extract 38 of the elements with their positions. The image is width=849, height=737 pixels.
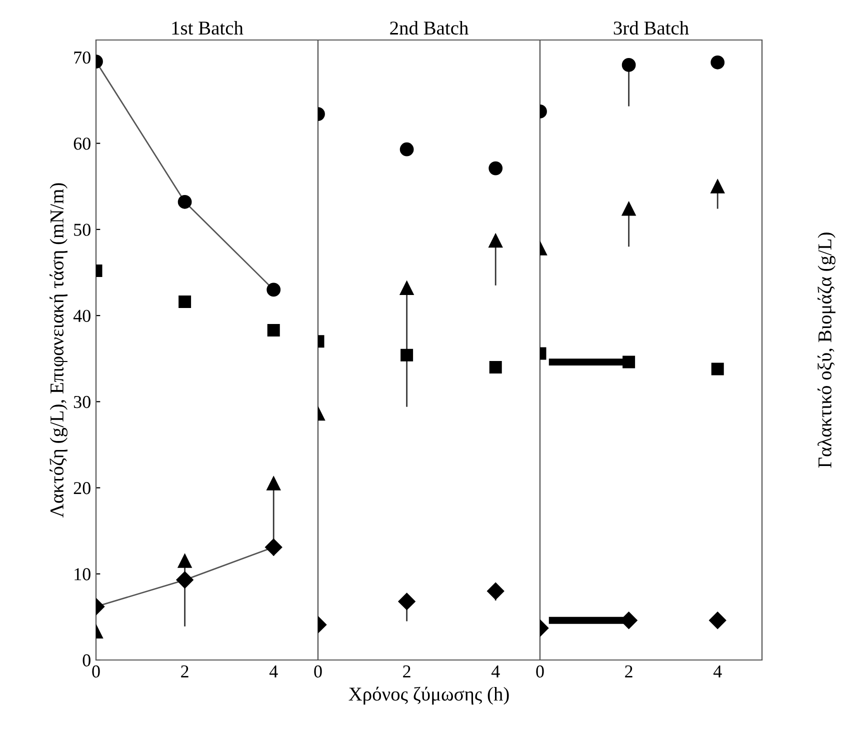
x-tick-label: 0	[92, 665, 100, 678]
point	[710, 55, 725, 70]
y-tick-label: 10	[74, 568, 90, 580]
y-axis-title: Λακτόζη (g/L), Επιφανειακή τάση (mN/m)	[50, 183, 68, 518]
x-tick-label: 0	[536, 665, 544, 678]
point	[488, 161, 503, 176]
point	[178, 296, 192, 308]
x-tick-label: 2	[403, 665, 410, 678]
point	[400, 348, 414, 362]
y-tick-label: 30	[74, 396, 90, 408]
x-tick-label: 4	[491, 666, 500, 678]
y-tick-label: 0	[82, 654, 90, 666]
point	[266, 476, 281, 490]
point	[622, 356, 636, 368]
x-tick-label: 2	[625, 665, 632, 678]
y-tick-label: 60	[74, 138, 90, 150]
chart-title: 2nd Batch	[390, 20, 468, 35]
chart-title: 3rd Batch	[614, 20, 689, 35]
chart-title: 1st Batch	[172, 20, 244, 35]
y-tick-label: 50	[74, 224, 90, 236]
point	[709, 612, 726, 629]
x-tick-label: 2	[181, 665, 188, 678]
point	[266, 282, 281, 297]
point	[265, 538, 282, 556]
y-tick-label: 70	[74, 51, 90, 64]
x-tick-label: 4	[269, 666, 278, 678]
point	[267, 324, 280, 336]
y2-axis-title: Γαλακτικό οξύ, Βιομάζα (g/L)	[818, 232, 836, 468]
y-tick-label: 20	[74, 482, 90, 494]
point	[489, 360, 502, 374]
x-axis-title: Χρόνος ζύμωσης (h)	[348, 686, 509, 705]
point	[710, 179, 725, 194]
y-tick-label: 40	[73, 310, 90, 322]
point	[711, 362, 724, 376]
point	[488, 234, 503, 248]
point	[487, 582, 504, 600]
x-tick-label: 4	[713, 666, 722, 678]
x-tick-label: 0	[314, 665, 322, 678]
